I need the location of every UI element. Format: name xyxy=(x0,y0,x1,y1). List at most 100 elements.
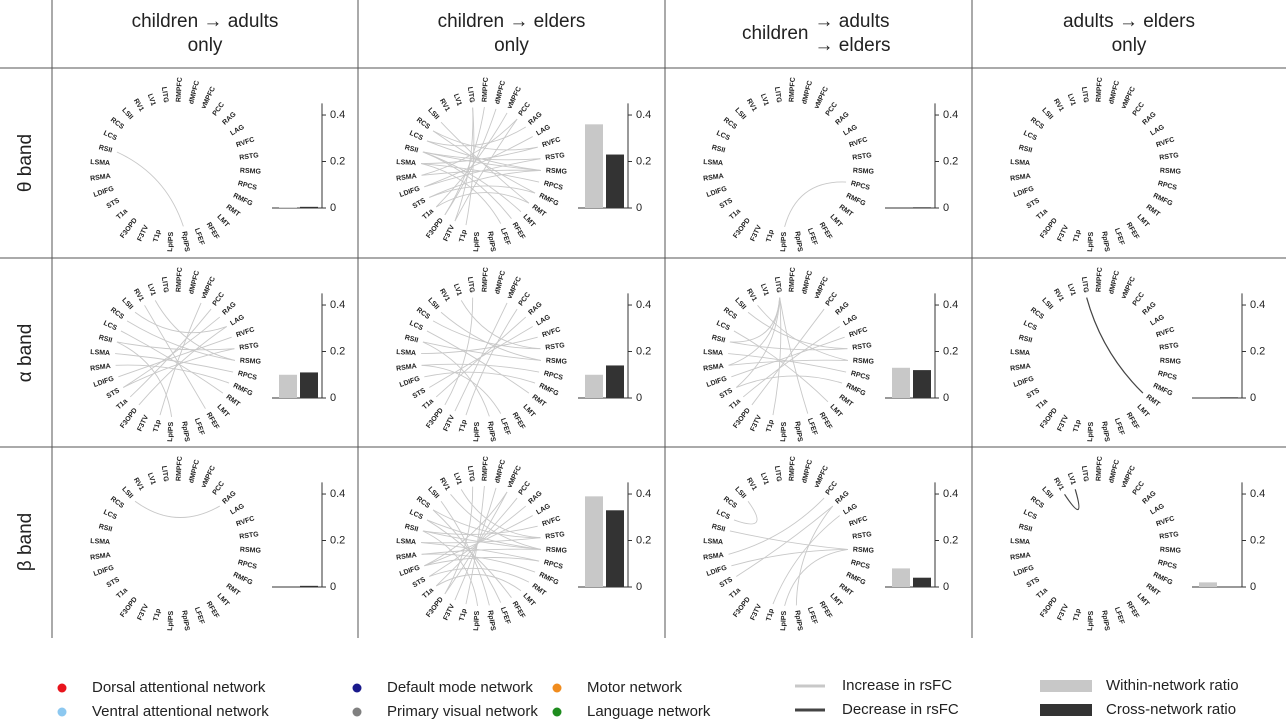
node-label: LCS xyxy=(102,130,118,143)
node-label: RPCS xyxy=(543,180,564,192)
node-label: RV1 xyxy=(745,98,758,113)
connection xyxy=(421,336,538,355)
node-label: RCS xyxy=(109,306,125,321)
node-label: F3TV xyxy=(749,414,763,433)
node-label: LFEF xyxy=(193,417,206,437)
node-label: PCC xyxy=(825,480,839,496)
node-label: LCS xyxy=(408,320,424,333)
tick-label: 0.4 xyxy=(1250,299,1265,311)
node-label: RFEF xyxy=(511,221,527,241)
node-label: T1a xyxy=(1035,398,1049,411)
connection xyxy=(733,330,829,403)
connection xyxy=(138,326,227,406)
node-label: RVFC xyxy=(235,515,255,528)
node-label: PCC xyxy=(212,101,226,117)
connection xyxy=(729,341,848,351)
node-label: RSII xyxy=(404,144,419,154)
connection xyxy=(728,497,825,555)
tick-label: 0 xyxy=(330,392,336,404)
node-label: STS xyxy=(719,387,735,400)
node-label: RFEF xyxy=(511,600,527,620)
node-label: LCS xyxy=(408,509,424,522)
tick-label: 0.2 xyxy=(330,534,345,546)
column-header: children xyxy=(742,23,809,44)
legend-dot xyxy=(352,683,362,693)
connection xyxy=(421,364,502,414)
connection xyxy=(116,341,173,417)
node-label: PCC xyxy=(212,291,226,307)
node-label: RAG xyxy=(527,490,544,506)
node-label: RAG xyxy=(834,111,851,127)
node-label: LAG xyxy=(842,124,859,138)
node-label: F3OPD xyxy=(425,596,445,619)
legend-dot xyxy=(552,683,562,693)
node-label: T1p xyxy=(153,229,163,243)
node-label: PCC xyxy=(518,291,532,307)
node-label: vMPFC xyxy=(1120,276,1137,300)
node-label: PCC xyxy=(1132,291,1146,307)
row-label: β band xyxy=(15,513,36,571)
connection xyxy=(779,297,809,414)
node-label: RAG xyxy=(1141,301,1158,317)
node-label: T1p xyxy=(1073,229,1083,243)
node-label: LAG xyxy=(229,314,246,328)
node-label: RMPFC xyxy=(176,267,184,292)
node-label: RSTG xyxy=(852,531,873,541)
node-label: LAG xyxy=(535,314,552,328)
node-label: LpIPS xyxy=(780,610,788,631)
node-label: RpIPS xyxy=(486,610,496,632)
node-label: RV1 xyxy=(132,477,145,492)
node-label: LV1 xyxy=(759,93,770,107)
node-label: LITG xyxy=(466,465,475,482)
node-label: RpIPS xyxy=(793,231,803,253)
node-label: STS xyxy=(1026,387,1042,400)
node-label: STS xyxy=(412,197,428,210)
node-label: LSII xyxy=(733,297,747,311)
connection xyxy=(159,302,202,416)
node-label: F3TV xyxy=(136,224,150,243)
connection xyxy=(429,169,541,198)
node-label: LDIFG xyxy=(1013,185,1036,199)
node-label: LDIFG xyxy=(93,564,116,578)
node-label: LDIFG xyxy=(1013,375,1036,389)
node-label: LSII xyxy=(426,107,440,121)
node-label: LSII xyxy=(1040,297,1054,311)
legend-label: Decrease in rsFC xyxy=(842,701,959,718)
node-label: STS xyxy=(1026,197,1042,210)
node-label: LAG xyxy=(229,124,246,138)
legend-label: Ventral attentional network xyxy=(92,703,269,720)
bar xyxy=(1199,582,1217,587)
tick-label: 0.2 xyxy=(330,345,345,357)
tick-label: 0.4 xyxy=(330,109,345,121)
tick-label: 0 xyxy=(943,202,949,214)
node-label: RSMG xyxy=(546,547,568,555)
connection xyxy=(454,302,508,412)
node-label: RFEF xyxy=(205,411,221,431)
node-label: LDIFG xyxy=(93,185,116,199)
bar xyxy=(606,510,624,587)
tick-label: 0.4 xyxy=(636,109,651,121)
node-label: RFEF xyxy=(818,221,834,241)
connection xyxy=(424,557,540,567)
connection xyxy=(144,305,206,409)
node-label: LMT xyxy=(215,403,230,419)
tick-label: 0.4 xyxy=(636,488,651,500)
bar xyxy=(300,206,318,208)
node-label: LSMA xyxy=(703,538,723,546)
node-label: RFEF xyxy=(205,221,221,241)
node-label: RSTG xyxy=(852,342,873,352)
node-label: RCS xyxy=(415,116,431,131)
node-label: STS xyxy=(412,387,428,400)
legend-label: Within-network ratio xyxy=(1106,677,1239,694)
node-label: LFEF xyxy=(193,606,206,626)
node-label: T1p xyxy=(459,419,469,433)
bar xyxy=(279,207,297,208)
column-header: → elders xyxy=(815,35,891,56)
connection xyxy=(429,185,536,198)
node-label: dMPFC xyxy=(188,270,201,295)
node-label: LCS xyxy=(1022,320,1038,333)
node-label: LAG xyxy=(842,314,859,328)
node-label: RPCS xyxy=(1157,559,1178,571)
node-label: RMPFC xyxy=(789,267,797,292)
legend-label: Primary visual network xyxy=(387,703,538,720)
